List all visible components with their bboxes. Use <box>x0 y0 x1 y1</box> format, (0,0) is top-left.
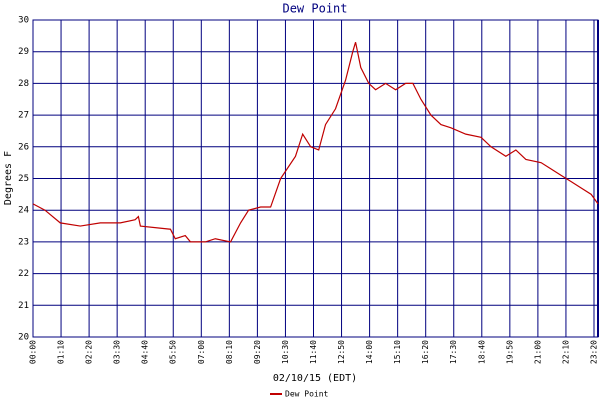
y-tick-label: 20 <box>18 333 29 343</box>
x-tick-label: 14:00 <box>365 340 374 364</box>
x-tick-label: 22:10 <box>561 340 570 364</box>
x-tick-label: 11:40 <box>309 340 318 364</box>
x-tick-label: 10:30 <box>281 340 290 364</box>
x-tick-label: 01:10 <box>57 340 66 364</box>
x-tick-label: 12:50 <box>337 340 346 364</box>
x-tick-label: 16:20 <box>421 340 430 364</box>
x-tick-label: 03:30 <box>113 340 122 364</box>
x-tick-label: 09:20 <box>253 340 262 364</box>
x-tick-label: 05:50 <box>169 340 178 364</box>
y-tick-label: 21 <box>18 301 29 311</box>
x-axis-label: 02/10/15 (EDT) <box>273 373 357 384</box>
y-tick-label: 26 <box>18 142 29 152</box>
legend-label: Dew Point <box>285 390 329 399</box>
x-tick-label: 19:50 <box>505 340 514 364</box>
x-tick-label: 23:20 <box>589 340 598 364</box>
x-tick-label: 07:00 <box>197 340 206 364</box>
x-tick-label: 17:30 <box>449 340 458 364</box>
y-tick-label: 27 <box>18 111 29 121</box>
y-tick-label: 30 <box>18 16 29 26</box>
x-tick-label: 18:40 <box>477 340 486 364</box>
x-tick-label: 15:10 <box>393 340 402 364</box>
y-tick-label: 24 <box>18 206 29 216</box>
y-axis-label: Degrees F <box>3 151 14 205</box>
y-tick-label: 23 <box>18 237 29 247</box>
x-tick-label: 02:20 <box>85 340 94 364</box>
y-tick-label: 29 <box>18 47 29 57</box>
y-tick-label: 22 <box>18 269 29 279</box>
x-tick-label: 08:10 <box>225 340 234 364</box>
x-tick-label: 21:00 <box>533 340 542 364</box>
data-line <box>32 42 599 243</box>
chart-title: Dew Point <box>282 2 347 16</box>
y-tick-label: 25 <box>18 174 29 184</box>
x-tick-label: 04:40 <box>141 340 150 364</box>
y-tick-label: 28 <box>18 79 29 89</box>
x-tick-label: 00:00 <box>29 340 38 364</box>
